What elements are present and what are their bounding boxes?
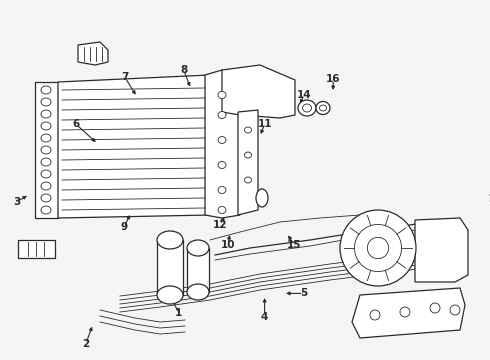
Ellipse shape — [218, 207, 226, 213]
Text: 4: 4 — [261, 312, 269, 322]
Ellipse shape — [41, 206, 51, 214]
Bar — [187, 248, 209, 292]
Text: 15: 15 — [287, 240, 301, 250]
Text: 6: 6 — [73, 119, 79, 129]
Circle shape — [354, 224, 402, 271]
Polygon shape — [415, 218, 468, 282]
Text: 9: 9 — [121, 222, 127, 232]
Polygon shape — [222, 65, 295, 118]
Ellipse shape — [41, 194, 51, 202]
Circle shape — [400, 307, 410, 317]
Ellipse shape — [218, 186, 226, 194]
Text: 5: 5 — [300, 288, 307, 298]
Ellipse shape — [157, 231, 183, 249]
Ellipse shape — [298, 100, 316, 116]
Ellipse shape — [41, 110, 51, 118]
Text: 1: 1 — [175, 308, 182, 318]
Text: 16: 16 — [326, 74, 341, 84]
Polygon shape — [238, 110, 258, 215]
Text: 10: 10 — [220, 240, 235, 250]
Text: 3: 3 — [14, 197, 21, 207]
Ellipse shape — [157, 286, 183, 304]
Ellipse shape — [187, 240, 209, 256]
Ellipse shape — [41, 98, 51, 106]
Ellipse shape — [218, 162, 226, 168]
Ellipse shape — [41, 122, 51, 130]
Polygon shape — [18, 240, 55, 258]
Circle shape — [370, 310, 380, 320]
Ellipse shape — [256, 189, 268, 207]
Text: 12: 12 — [213, 220, 228, 230]
Text: 2: 2 — [82, 339, 89, 349]
Ellipse shape — [245, 177, 251, 183]
Ellipse shape — [41, 182, 51, 190]
Text: 13: 13 — [355, 225, 370, 235]
Ellipse shape — [41, 146, 51, 154]
Ellipse shape — [187, 284, 209, 300]
Circle shape — [430, 303, 440, 313]
Ellipse shape — [302, 104, 312, 112]
Ellipse shape — [218, 91, 226, 99]
Ellipse shape — [218, 136, 226, 144]
Polygon shape — [58, 75, 210, 218]
Polygon shape — [35, 82, 58, 218]
Polygon shape — [352, 288, 465, 338]
Ellipse shape — [316, 102, 330, 114]
Ellipse shape — [245, 152, 251, 158]
Circle shape — [340, 210, 416, 286]
Text: 8: 8 — [180, 65, 187, 75]
Circle shape — [450, 305, 460, 315]
Polygon shape — [78, 42, 108, 65]
Text: 11: 11 — [257, 119, 272, 129]
Text: 7: 7 — [121, 72, 129, 82]
Ellipse shape — [41, 86, 51, 94]
Ellipse shape — [41, 158, 51, 166]
Polygon shape — [205, 70, 240, 218]
Ellipse shape — [319, 105, 326, 111]
Text: 14: 14 — [296, 90, 311, 100]
Ellipse shape — [218, 112, 226, 118]
Bar — [157, 240, 183, 295]
Ellipse shape — [41, 170, 51, 178]
Circle shape — [368, 237, 389, 258]
Ellipse shape — [41, 134, 51, 142]
Ellipse shape — [245, 127, 251, 133]
